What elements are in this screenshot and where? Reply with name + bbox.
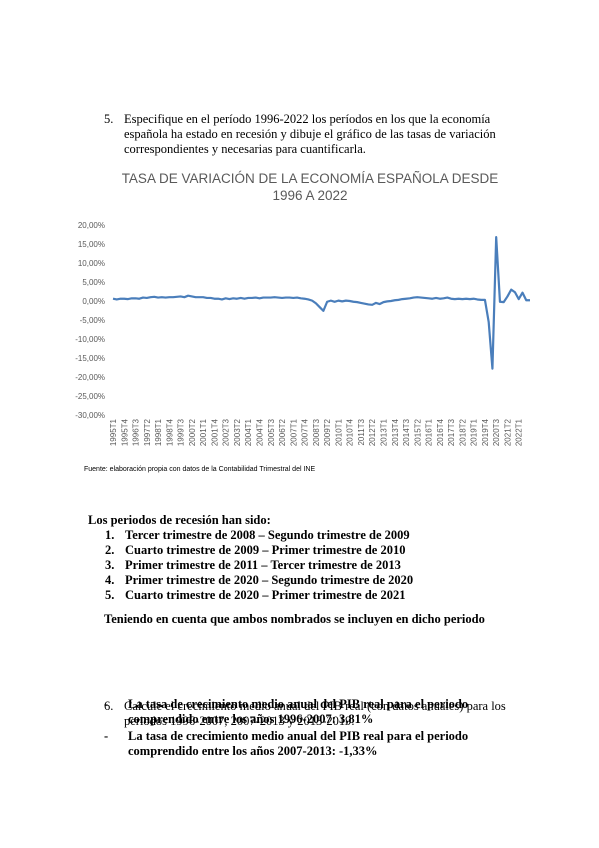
x-tick-label: 1995T4 xyxy=(120,418,129,446)
recession-item: 2. Cuarto trimestre de 2009 – Primer trim… xyxy=(105,543,505,558)
item-text: La tasa de crecimiento medio anual del P… xyxy=(128,729,469,758)
x-tick-label: 2019T4 xyxy=(481,418,490,446)
x-tick-label: 2020T3 xyxy=(492,418,501,446)
x-tick-label: 2012T2 xyxy=(368,418,377,446)
item-text: La tasa de crecimiento medio anual del P… xyxy=(128,697,469,726)
question-number: 5. xyxy=(104,112,114,126)
x-tick-label: 1998T4 xyxy=(165,418,174,446)
chart: 20,00% 15,00% 10,00% 5,00% 0,00% -5,00% -10,00… xyxy=(75,221,530,446)
item-marker: - xyxy=(104,729,109,743)
y-tick-label: -5,00% xyxy=(80,316,105,325)
x-tick-label: 2015T2 xyxy=(413,418,422,446)
recession-item: 3. Primer trimestre de 2011 – Tercer trim… xyxy=(105,558,505,573)
y-tick-label: 20,00% xyxy=(78,221,105,230)
item-marker: - xyxy=(104,697,109,711)
x-tick-label: 2003T2 xyxy=(233,418,242,446)
item-text: Cuarto trimestre de 2020 – Primer trimes… xyxy=(125,588,406,602)
x-tick-label: 2010T4 xyxy=(346,418,355,446)
item-text: Primer trimestre de 2011 – Tercer trimes… xyxy=(125,558,401,572)
answer-item: - La tasa de crecimiento medio anual del … xyxy=(104,697,484,727)
y-tick-label: -10,00% xyxy=(75,335,105,344)
recession-item: 4. Primer trimestre de 2020 – Segundo tri… xyxy=(105,573,505,588)
answer-list: - La tasa de crecimiento medio anual del … xyxy=(104,697,484,761)
item-number: 1. xyxy=(105,528,115,542)
y-tick-label: 15,00% xyxy=(78,240,105,249)
x-tick-label: 2006T2 xyxy=(278,418,287,446)
x-tick-label: 2004T1 xyxy=(244,418,253,446)
x-tick-label: 2013T4 xyxy=(391,418,400,446)
x-tick-label: 2005T3 xyxy=(267,418,276,446)
x-tick-label: 2009T2 xyxy=(323,418,332,446)
chart-title: TASA DE VARIACIÓN DE LA ECONOMÍA ESPAÑOL… xyxy=(121,171,499,203)
x-tick-label: 2013T1 xyxy=(379,418,388,446)
recession-heading: Los periodos de recesión han sido: xyxy=(88,513,271,527)
x-tick-label: 2000T2 xyxy=(188,418,197,446)
item-number: 3. xyxy=(105,558,115,572)
recession-item: 1. Tercer trimestre de 2008 – Segundo tri… xyxy=(105,528,505,543)
chart-source: Fuente: elaboración propia con datos de … xyxy=(84,466,316,473)
x-tick-label: 2001T1 xyxy=(199,418,208,446)
item-text: Tercer trimestre de 2008 – Segundo trime… xyxy=(125,528,410,542)
recession-list: 1. Tercer trimestre de 2008 – Segundo tri… xyxy=(105,528,505,603)
x-tick-label: 2021T2 xyxy=(503,418,512,446)
item-number: 5. xyxy=(105,588,115,602)
y-tick-label: -20,00% xyxy=(75,373,105,382)
x-tick-label: 2014T3 xyxy=(402,418,411,446)
answer-item: - La tasa de crecimiento medio anual del … xyxy=(104,729,484,759)
x-tick-label: 2010T1 xyxy=(334,418,343,446)
item-number: 4. xyxy=(105,573,115,587)
question-number: 6. xyxy=(104,699,114,713)
x-tick-label: 2016T4 xyxy=(436,418,445,446)
question-text: Calcule el crecimiento medio anual del P… xyxy=(124,699,506,728)
y-tick-label: -25,00% xyxy=(75,392,105,401)
x-tick-label: 2002T3 xyxy=(222,418,231,446)
x-tick-label: 2001T4 xyxy=(210,418,219,446)
y-tick-label: 10,00% xyxy=(78,259,105,268)
x-tick-label: 1995T1 xyxy=(109,418,118,446)
item-text: Cuarto trimestre de 2009 – Primer trimes… xyxy=(125,543,406,557)
x-tick-label: 1997T2 xyxy=(143,418,152,446)
x-tick-label: 2016T1 xyxy=(425,418,434,446)
y-tick-label: 0,00% xyxy=(82,297,105,306)
x-tick-label: 2011T3 xyxy=(357,418,366,445)
x-tick-label: 2004T4 xyxy=(256,418,265,446)
x-tick-label: 1999T3 xyxy=(177,418,186,446)
x-tick-label: 2007T4 xyxy=(301,418,310,446)
x-tick-label: 2018T2 xyxy=(458,418,467,446)
x-tick-label: 2017T3 xyxy=(447,418,456,446)
x-tick-label: 2022T1 xyxy=(515,418,524,446)
item-text: Primer trimestre de 2020 – Segundo trime… xyxy=(125,573,414,587)
x-tick-label: 1996T3 xyxy=(132,418,141,446)
x-tick-label: 2019T1 xyxy=(470,418,479,446)
y-tick-label: -15,00% xyxy=(75,354,105,363)
recession-item: 5. Cuarto trimestre de 2020 – Primer trim… xyxy=(105,588,505,603)
question-text: Especifique en el período 1996-2022 los … xyxy=(124,112,496,156)
x-tick-label: 2007T1 xyxy=(289,418,298,446)
recession-note: Teniendo en cuenta que ambos nombrados s… xyxy=(104,612,485,626)
item-number: 2. xyxy=(105,543,115,557)
y-tick-label: -30,00% xyxy=(75,411,105,420)
x-tick-label: 2008T3 xyxy=(312,418,321,446)
question-5: 5. Especifique en el período 1996-2022 l… xyxy=(104,112,524,157)
x-tick-label: 1998T1 xyxy=(154,418,163,446)
y-tick-label: 5,00% xyxy=(82,278,105,287)
data-line xyxy=(112,236,530,370)
question-6: 6. Calcule el crecimiento medio anual de… xyxy=(104,699,524,729)
